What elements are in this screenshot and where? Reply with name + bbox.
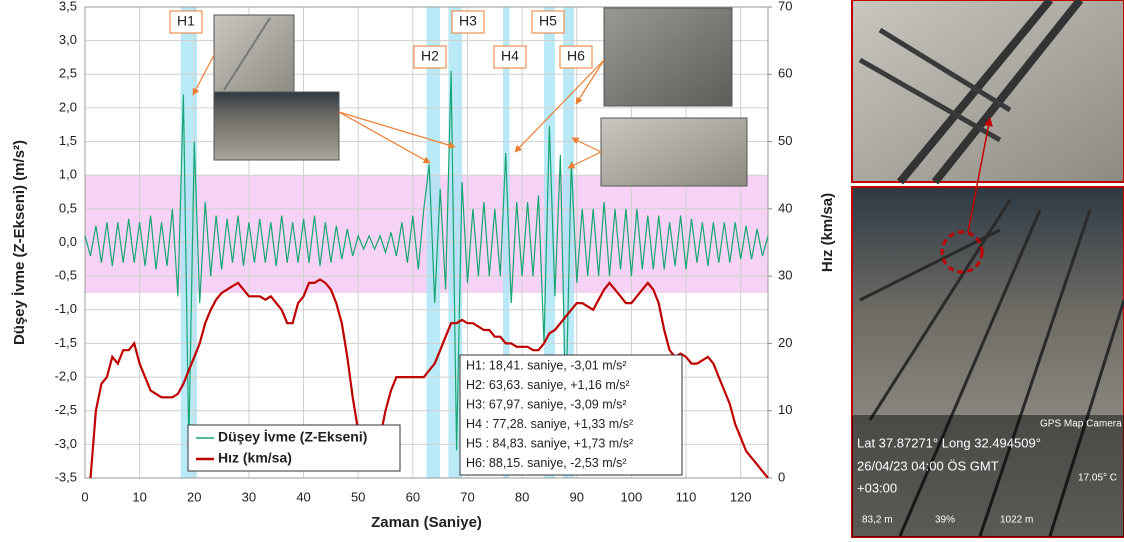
annotation-label: H5 [539,13,557,29]
x-tick-label: 40 [296,489,310,504]
arrow [575,59,605,105]
y-axis-title: Düşey İvme (Z-Ekseni) (m/s²) [11,140,28,345]
arrow [514,59,605,153]
info-line: H2: 63,63. saniye, +1,16 m/s² [466,378,630,392]
x-tick-label: 50 [351,489,365,504]
y-tick-label: 2,5 [59,66,77,81]
y2-tick-label: 20 [778,335,792,350]
annotation-label: H6 [567,48,585,64]
info-line: H1: 18,41. saniye, -3,01 m/s² [466,358,627,372]
annotation-label: H4 [501,48,519,64]
photo-datetime: 26/04/23 04:00 ÖS GMT [857,458,999,473]
y2-tick-label: 50 [778,133,792,148]
photo-panel: GPS Map Camera Lat 37.87271° Long 32.494… [851,0,1124,538]
y-tick-label: 0,0 [59,234,77,249]
photo-caption-bg [852,415,1124,537]
arrow [338,111,456,149]
y-tick-label: -0,5 [55,268,77,283]
y-tick-label: 3,0 [59,32,77,47]
annotation-box [559,45,593,69]
arrow [192,54,215,96]
overlay [192,7,748,187]
inset-photo [213,14,295,94]
arrow [338,111,431,164]
info-line: H3: 67,97. saniye, -3,09 m/s² [466,397,627,411]
info-box [459,354,683,476]
inset-photo [600,117,748,187]
photo-humidity: 39% [935,515,955,526]
y-tick-label: -3,0 [55,436,77,451]
y2-axis-title: Hız (km/sa) [819,193,836,272]
y2-tick-label: 30 [778,268,792,283]
info-line: H5 : 84,83. saniye, +1,73 m/s² [466,436,633,450]
inset-photo [213,91,340,161]
y-tick-label: -3,5 [55,469,77,484]
info-line: H6: 88,15. saniye, -2,53 m/s² [466,456,627,470]
y-tick-label: -2,0 [55,369,77,384]
x-tick-label: 70 [460,489,474,504]
y-tick-label: 3,5 [59,0,77,13]
info-line: H4 : 77,28. saniye, +1,33 m/s² [466,417,633,431]
y2-tick-label: 0 [778,469,785,484]
arrow [571,137,602,153]
x-tick-label: 10 [132,489,146,504]
highlight-circle [940,230,984,274]
legend-label: Hız (km/sa) [218,450,292,466]
photo-detail [223,17,271,91]
photo-coords: Lat 37.87271° Long 32.494509° [857,435,1041,450]
y2-tick-label: 10 [778,402,792,417]
x-tick-label: 0 [81,489,88,504]
annotation-label: H2 [421,48,439,64]
legend-box [187,424,401,472]
y2-tick-label: 70 [778,0,792,13]
plot-frame [84,6,769,479]
photo-detail [859,199,1124,537]
annotation-label: H1 [177,13,195,29]
x-tick-label: 120 [730,489,752,504]
x-tick-label: 110 [676,489,697,504]
annotation-box [451,10,485,34]
photo-zoom [851,0,1124,183]
arrow [967,117,993,233]
legend-label: Düşey İvme (Z-Ekseni) [218,429,367,445]
annotation-box [493,45,527,69]
y-tick-label: -1,0 [55,301,77,316]
y2-tick-label: 40 [778,200,792,215]
x-tick-label: 100 [621,489,643,504]
annotation-label: H3 [459,13,477,29]
photo-temperature: 17.05° C [1078,473,1117,484]
x-axis-title: Zaman (Saniye) [371,514,482,531]
annotation-box [169,10,203,34]
y-tick-label: 0,5 [59,200,77,215]
y-tick-label: -1,5 [55,335,77,350]
y2-tick-label: 60 [778,66,792,81]
x-tick-label: 90 [570,489,584,504]
x-tick-label: 60 [406,489,420,504]
y-tick-label: 1,0 [59,167,77,182]
x-tick-label: 30 [242,489,256,504]
x-tick-label: 80 [515,489,529,504]
series-line [89,278,769,479]
photo-brand: GPS Map Camera [1040,419,1122,430]
photo-detail [858,27,1012,143]
series-line [84,70,769,451]
photo-altitude: 83,2 m [862,515,893,526]
y-tick-label: 1,5 [59,133,77,148]
y-tick-label: -2,5 [55,402,77,417]
photo-pressure: 1022 m [1000,515,1033,526]
arrow [567,151,602,169]
annotation-box [531,10,565,34]
x-tick-label: 20 [187,489,201,504]
photo-timezone: +03:00 [857,480,897,495]
y-tick-label: 2,0 [59,99,77,114]
annotation-box [413,45,447,69]
inset-photo [603,7,733,107]
